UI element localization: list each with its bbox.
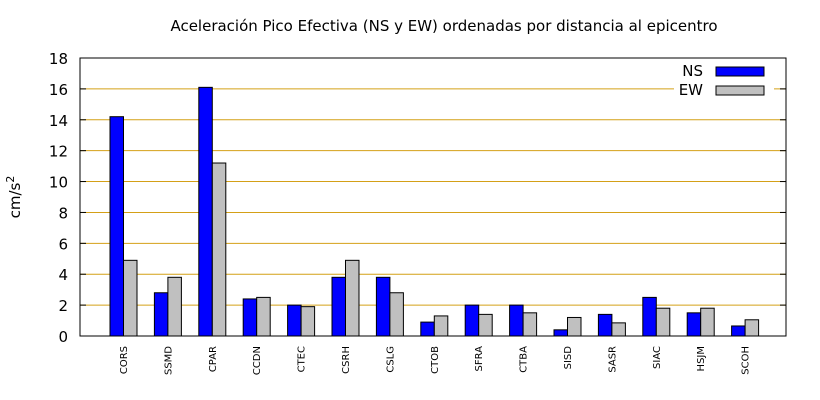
x-tick-label: CTBA [519, 346, 530, 373]
x-tick-label: HSJM [696, 346, 707, 371]
bar-ns-cpar [198, 86, 213, 337]
bar-ew-scoh [744, 319, 760, 337]
legend-swatch-ns [715, 66, 765, 77]
x-tick-label: CSRH [341, 346, 352, 374]
bar-ew-cslg [389, 292, 404, 337]
legend-swatch-ew [715, 85, 765, 96]
x-tick-label: SFRA [474, 346, 485, 372]
bar-ns-ccdn [242, 298, 258, 337]
bar-ew-ctec [300, 306, 316, 337]
x-tick-label: CPAR [208, 346, 219, 372]
bar-ns-ctba [509, 304, 524, 337]
bar-ns-ssmd [153, 292, 169, 337]
x-tick-label: CTOB [430, 346, 441, 374]
x-tick-label: CTEC [297, 346, 308, 372]
chart-title: Aceleración Pico Efectiva (NS y EW) orde… [170, 17, 717, 35]
plot-frame [79, 57, 787, 337]
bar-ew-sasr [611, 322, 626, 337]
x-tick-label: SSMD [163, 346, 174, 375]
y-tick-label: 0 [58, 328, 68, 346]
x-tick-label: SCOH [741, 346, 752, 375]
y-tick-label: 18 [49, 50, 68, 68]
x-tick-label: CCDN [252, 346, 263, 375]
bar-ew-ccdn [256, 296, 271, 337]
y-tick-label: 2 [58, 297, 68, 315]
bar-ew-ctob [433, 315, 449, 337]
legend-label-ns: NS [682, 62, 703, 80]
bars [109, 86, 760, 337]
bar-ns-cors [109, 116, 124, 337]
x-tick-label: CORS [119, 346, 130, 374]
x-tick-label: CSLG [385, 346, 396, 373]
bar-ns-csrh [331, 276, 346, 337]
bar-ew-cpar [211, 162, 227, 337]
x-axis-ticks: CORS SSMD CPAR CCDN CTEC CSRH CSLG CTOB SFRA CTBA… [119, 346, 752, 375]
legend: NS EW [674, 62, 774, 100]
bar-ew-hsjm [700, 307, 715, 337]
bar-ns-ctob [420, 321, 435, 337]
bar-ns-sasr [597, 313, 613, 337]
y-axis-label-unit: cm/s [6, 182, 24, 218]
y-axis-label: cm/s2 [4, 176, 24, 219]
y-tick-label: 16 [49, 81, 68, 99]
y-tick-label: 12 [49, 143, 68, 161]
y-axis-label-exponent: 2 [4, 176, 17, 183]
bar-ew-cors [123, 259, 138, 337]
grid-lines [80, 88, 786, 306]
bar-ew-csrh [345, 259, 360, 337]
x-tick-label: SASR [607, 346, 618, 373]
y-tick-label: 10 [49, 174, 68, 192]
bar-ns-sisd [553, 329, 568, 337]
x-tick-label: SISD [563, 346, 574, 370]
bar-ew-sfra [478, 313, 493, 337]
bar-ns-ctec [287, 304, 302, 337]
x-tick-label: SIAC [652, 346, 663, 369]
bar-ns-hsjm [686, 312, 702, 337]
bar-ns-scoh [731, 325, 746, 337]
y-tick-label: 8 [58, 204, 68, 222]
bar-ns-cslg [375, 276, 391, 337]
bar-ew-siac [655, 307, 671, 337]
y-tick-label: 6 [58, 235, 68, 253]
y-tick-label: 14 [49, 112, 68, 130]
y-tick-label: 4 [58, 266, 68, 284]
bar-ns-sfra [464, 304, 480, 337]
bar-ew-ssmd [167, 276, 182, 337]
y-axis-ticks: 0 2 4 6 8 10 12 14 16 18 [49, 50, 786, 346]
bar-ew-ctba [522, 312, 538, 337]
legend-label-ew: EW [679, 81, 703, 99]
bar-ns-siac [642, 296, 657, 337]
bar-ew-sisd [567, 316, 582, 337]
